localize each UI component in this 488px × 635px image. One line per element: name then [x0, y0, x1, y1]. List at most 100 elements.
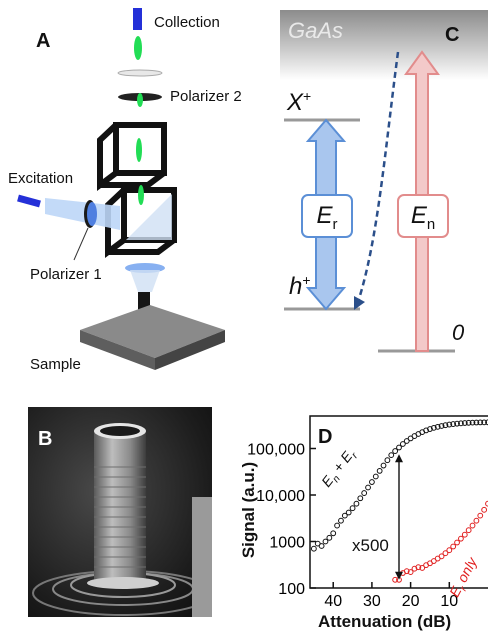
er-only-series-point [450, 543, 457, 550]
x-tick-label: 40 [324, 593, 342, 610]
sum-series-point [345, 509, 352, 516]
er-only-series-point [415, 564, 422, 571]
sum-series-point [446, 421, 453, 428]
x-tick-label: 10 [440, 593, 458, 610]
sum-series-point [399, 441, 406, 447]
sum-series-point [341, 512, 348, 519]
er-box-sub: r [332, 215, 338, 233]
sum-series-point [442, 422, 449, 429]
y-tick-label: 100 [278, 581, 305, 598]
sum-series-point [454, 420, 460, 427]
optical-setup-diagram [17, 8, 225, 370]
sum-series-point [477, 419, 484, 426]
sum-series-point [438, 423, 445, 429]
collection-lens [117, 69, 163, 77]
x-plus-sup: + [303, 88, 312, 104]
gaas-band [280, 10, 488, 80]
x-tick-label: 20 [402, 593, 420, 610]
er-box-main: E [316, 202, 333, 229]
sum-series-point [326, 534, 333, 541]
excitation-fiber [17, 194, 41, 208]
panel-b-letter: B [38, 428, 53, 450]
sum-series-point [473, 419, 480, 426]
polarizer1-label: Polarizer 1 [30, 266, 102, 283]
er-only-series-point [473, 517, 480, 524]
sum-series-point [403, 438, 410, 444]
zero-label: 0 [452, 320, 465, 345]
sum-series-point [330, 530, 337, 537]
er-only-series-point [477, 512, 484, 519]
er-only-series-point [481, 506, 488, 513]
sum-series-point [365, 484, 371, 491]
panel-d-letter: D [318, 426, 333, 448]
relaxation-arrow [356, 51, 400, 303]
panel-c-letter: C [445, 24, 460, 46]
sum-series-point [458, 420, 464, 427]
sample-label: Sample [30, 356, 81, 373]
excitation-beam [45, 198, 120, 230]
sum-series-point [361, 490, 368, 496]
sum-series-point [396, 444, 402, 451]
collection-beam [134, 36, 142, 60]
sum-series-point [372, 473, 379, 480]
sum-series-point [430, 424, 437, 431]
x-plus-label: X+ [287, 88, 311, 117]
beamsplitter-cube-top [97, 122, 167, 191]
x500-arrow-head-bottom [395, 571, 403, 580]
panel-a-letter: A [36, 30, 51, 52]
sum-series-point [481, 419, 488, 426]
er-only-series-point [461, 531, 468, 538]
sum-series-point [469, 419, 476, 426]
h-plus-sup: + [302, 272, 311, 288]
sum-series-point [485, 419, 488, 426]
sum-series-point [380, 462, 387, 469]
gaas-label: GaAs [288, 18, 344, 43]
er-only-series-point [469, 522, 476, 529]
polarizer2-label: Polarizer 2 [170, 88, 242, 105]
sum-series-point [349, 505, 356, 512]
collection-label: Collection [154, 14, 220, 31]
er-only-series-point [403, 568, 410, 575]
sum-series-point [369, 479, 375, 485]
chart-d-xlabel: Attenuation (dB) [318, 612, 452, 631]
x-plus-text: X [287, 89, 304, 116]
h-plus-text: h [289, 273, 303, 300]
sum-series-point [392, 448, 399, 454]
er-only-series-point [442, 550, 449, 557]
sum-series-point [434, 423, 441, 430]
er-only-series-point [438, 553, 445, 560]
er-only-series-point [407, 569, 414, 575]
y-tick-label: 100,000 [247, 442, 305, 459]
sum-series-point [423, 427, 429, 434]
sample-block [80, 305, 225, 358]
sum-series-point [310, 545, 317, 552]
sum-series-point [338, 517, 344, 524]
x500-label: x500 [352, 536, 389, 555]
plot-frame [309, 415, 488, 589]
chart-d: 100 1000 10,000 100,000 40 30 20 10 [247, 415, 488, 610]
en-box: En [397, 194, 449, 238]
sum-series-point [334, 522, 340, 529]
h-plus-label: h+ [289, 272, 311, 301]
en-box-main: E [410, 202, 427, 229]
sum-series-point [461, 420, 468, 426]
er-only-series-point [485, 500, 488, 507]
y-tick-label: 10,000 [256, 488, 305, 505]
er-only-series-point [419, 565, 426, 571]
collection-fiber [133, 8, 142, 30]
en-box-sub: n [426, 215, 436, 233]
sum-series-point [322, 538, 329, 545]
sem-pillar-render [32, 423, 212, 617]
x500-arrow-head-top [395, 454, 403, 463]
sem-image [28, 407, 212, 617]
er-only-series-point [446, 547, 453, 554]
sum-series-point [384, 457, 391, 464]
sum-series-point [465, 419, 472, 426]
excitation-label: Excitation [8, 170, 74, 187]
sum-series-point [353, 500, 360, 507]
sum-series-point [357, 495, 364, 502]
er-only-series-point [458, 535, 464, 542]
er-box: Er [301, 194, 353, 238]
er-only-series-point [465, 527, 472, 534]
x-tick-label: 30 [363, 593, 381, 610]
